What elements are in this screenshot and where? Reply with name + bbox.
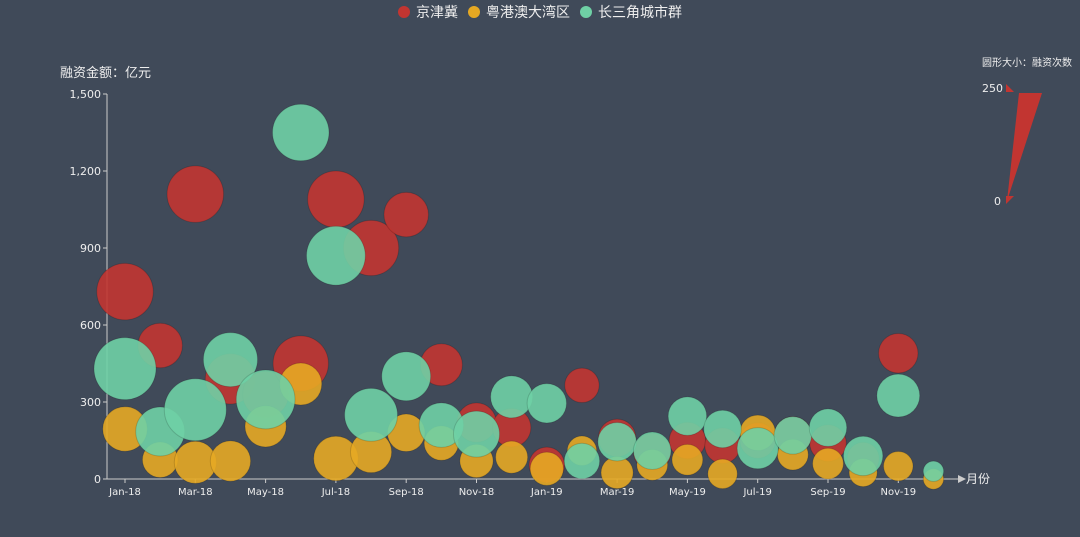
legend-swatch [468,6,480,18]
bubble-point[interactable] [490,375,534,419]
legend-swatch [580,6,592,18]
x-tick-label: May-18 [247,487,284,498]
size-legend-bar [1007,93,1042,201]
bubble-point[interactable] [93,337,157,401]
x-tick-label: Sep-19 [810,487,845,498]
y-tick-label: 600 [80,319,101,332]
bubble-point[interactable] [773,416,813,455]
legend: 京津冀 粤港澳大湾区 长三角城市群 [0,2,1080,22]
bubble-point[interactable] [526,383,568,424]
axes: 0 300 600 900 1,200 1,500 Jan-18 Mar-18 May-18 Ju… [60,65,990,498]
bubble-point[interactable] [529,451,564,486]
bubble-point[interactable] [876,373,921,418]
x-tick-label: Sep-18 [389,487,424,498]
bubble-point[interactable] [671,443,704,476]
size-legend-max-label: 250 [982,82,1003,95]
size-legend-title: 圆形大小：融资次数 [982,56,1072,69]
size-legend-max-handle[interactable] [1006,84,1014,92]
bubble-point[interactable] [667,396,708,436]
bubble-point[interactable] [163,378,227,442]
y-axis-label: 融资金额：亿元 [60,65,151,81]
y-tick-label: 900 [80,242,101,255]
x-tick-label: Jul-19 [742,487,771,498]
bubble-point[interactable] [922,460,945,482]
size-legend-min-handle[interactable] [1006,196,1014,204]
legend-label: 粤港澳大湾区 [486,5,570,21]
legend-label: 长三角城市群 [598,5,682,21]
bubble-point[interactable] [736,427,779,470]
bubble-point[interactable] [495,440,529,474]
bubble-point[interactable] [235,369,296,430]
y-tick-label: 0 [94,473,101,486]
bubble-point[interactable] [306,225,366,286]
bubble-point[interactable] [166,165,225,223]
bubble-point[interactable] [383,191,429,238]
bubble-point[interactable] [808,408,848,447]
bubble-point[interactable] [703,409,742,449]
bubble-point[interactable] [96,262,154,321]
x-tick-label: Mar-19 [600,487,635,498]
bubble-point[interactable] [209,440,252,482]
bubble-point[interactable] [632,431,672,471]
bubble-point[interactable] [271,103,330,162]
bubble-point[interactable] [564,367,600,404]
bubble-point[interactable] [883,450,914,482]
bubble-point[interactable] [563,442,601,480]
bubble-point[interactable] [707,458,738,490]
bubbles [93,103,945,490]
x-tick-label: Nov-19 [881,487,917,498]
x-tick-label: Jan-19 [530,487,563,498]
legend-label: 京津冀 [416,5,458,21]
legend-item[interactable]: 粤港澳大湾区 [468,2,570,22]
bubble-point[interactable] [202,332,259,388]
series-group [93,103,945,482]
bubble-point[interactable] [597,422,637,462]
x-tick-label: Jan-18 [108,487,141,498]
x-tick-label: Mar-18 [178,487,213,498]
bubble-point[interactable] [842,435,884,477]
bubble-point[interactable] [878,333,919,374]
bubble-point[interactable] [452,410,501,458]
x-tick-label: May-19 [669,487,706,498]
x-tick-label: Jul-18 [321,487,350,498]
legend-item[interactable]: 长三角城市群 [580,2,682,22]
bubble-point[interactable] [307,170,365,228]
legend-item[interactable]: 京津冀 [398,2,458,22]
y-tick-label: 1,500 [70,88,102,101]
x-axis-arrow [958,475,966,483]
size-legend: 圆形大小：融资次数 250 0 [982,56,1072,208]
size-legend-min-label: 0 [994,195,1001,208]
y-tick-label: 1,200 [70,165,102,178]
x-axis-label: 月份 [966,472,990,486]
legend-swatch [398,6,410,18]
y-tick-label: 300 [80,396,101,409]
bubble-point[interactable] [344,387,398,442]
x-tick-label: Nov-18 [459,487,495,498]
bubble-point[interactable] [381,351,432,402]
bubble-point[interactable] [812,447,844,480]
